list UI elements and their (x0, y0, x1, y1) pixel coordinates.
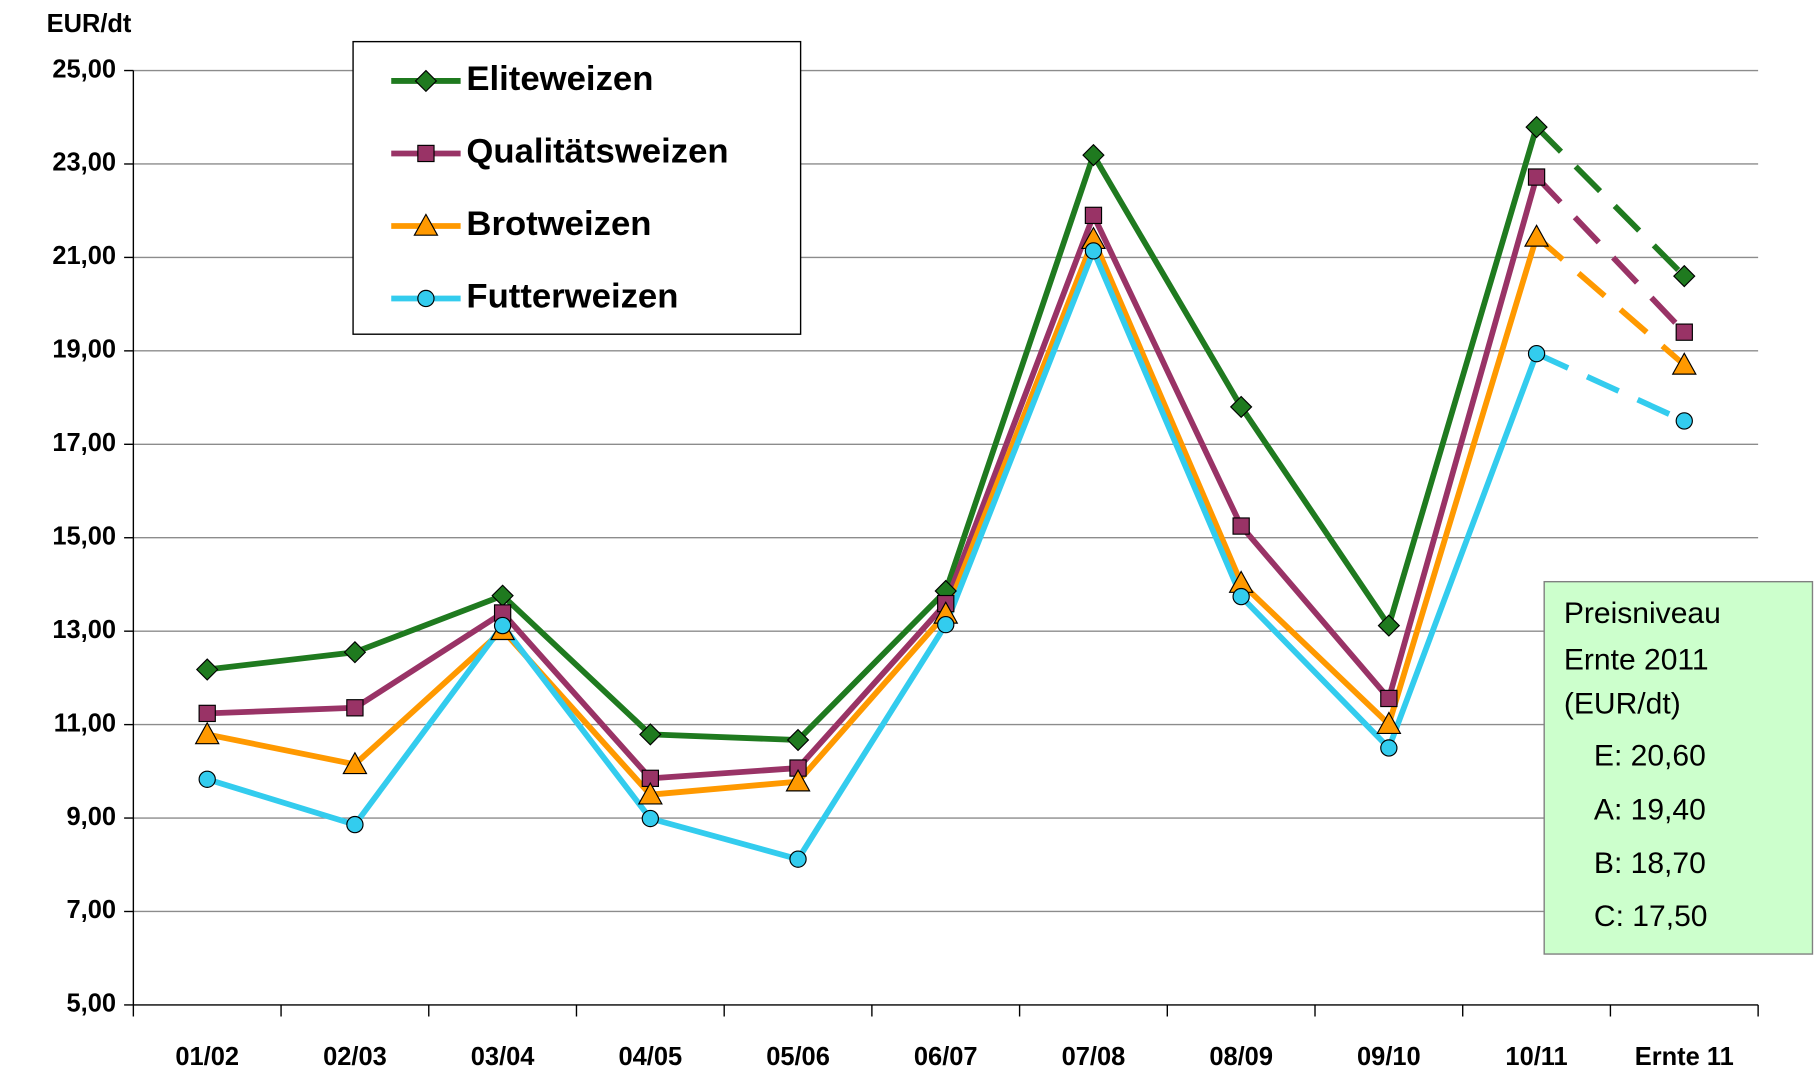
series-line (206, 247, 1540, 863)
y-axis-label: EUR/dt (47, 10, 132, 38)
legend-marker (414, 69, 438, 93)
x-tick-label: 09/10 (1357, 1043, 1421, 1071)
legend-label: Futterweizen (466, 278, 678, 316)
marker (1675, 323, 1693, 341)
annotation-text: A: 19,40 (1594, 794, 1706, 827)
legend-marker (413, 213, 439, 236)
marker (1084, 206, 1103, 225)
annotation-text: Preisniveau (1564, 597, 1721, 630)
series-line (1534, 234, 1687, 368)
marker (1527, 344, 1546, 363)
marker (785, 768, 811, 792)
y-tick-label: 7,00 (66, 896, 116, 924)
marker (1084, 242, 1103, 260)
x-tick-label: 02/03 (323, 1043, 387, 1071)
marker (1229, 395, 1253, 419)
series-line (1534, 175, 1687, 335)
marker (1527, 168, 1546, 186)
annotation-text: E: 20,60 (1594, 739, 1706, 772)
marker (198, 770, 216, 788)
y-tick-label: 19,00 (52, 336, 116, 364)
marker (1675, 412, 1693, 430)
y-tick-label: 21,00 (52, 242, 116, 270)
x-tick-label: Ernte 11 (1635, 1043, 1734, 1071)
marker (346, 815, 364, 834)
marker (198, 704, 216, 723)
y-tick-label: 15,00 (52, 522, 116, 550)
marker (789, 850, 807, 868)
marker (1232, 587, 1250, 606)
annotation-box (1543, 580, 1814, 955)
series-line (1535, 351, 1686, 424)
marker (1376, 711, 1402, 734)
annotation-text: Ernte 2011 (1564, 643, 1709, 676)
annotation-text: (EUR/dt) (1564, 687, 1681, 720)
marker (641, 809, 660, 828)
marker (1380, 689, 1398, 708)
y-tick-label: 11,00 (54, 709, 116, 737)
legend-marker (417, 289, 435, 308)
x-tick-label: 01/02 (175, 1043, 239, 1071)
series-line (1534, 125, 1687, 279)
marker (937, 615, 955, 634)
marker (637, 781, 663, 805)
x-tick-label: 04/05 (618, 1043, 682, 1071)
y-tick-label: 9,00 (66, 803, 116, 831)
series-line (206, 236, 1540, 798)
series-line (207, 176, 1540, 782)
marker (786, 728, 810, 752)
annotation-text: B: 18,70 (1594, 847, 1706, 880)
marker (1671, 352, 1697, 375)
legend-marker (417, 144, 435, 163)
x-tick-label: 10/11 (1505, 1043, 1567, 1071)
marker (493, 616, 512, 635)
series-line (206, 126, 1540, 743)
x-tick-label: 03/04 (471, 1043, 536, 1071)
y-tick-label: 5,00 (66, 990, 116, 1018)
marker (346, 699, 364, 717)
y-tick-label: 13,00 (52, 616, 116, 644)
marker (1673, 264, 1696, 288)
marker (343, 640, 367, 664)
y-tick-label: 25,00 (52, 55, 116, 83)
marker (194, 721, 220, 745)
marker (1082, 143, 1105, 167)
marker (195, 658, 219, 681)
legend-label: Eliteweizen (466, 60, 653, 98)
legend-label: Brotweizen (466, 205, 651, 243)
x-tick-label: 06/07 (914, 1043, 978, 1071)
annotation-text: C: 17,50 (1594, 900, 1708, 933)
x-tick-label: 05/06 (766, 1043, 830, 1071)
y-tick-label: 23,00 (52, 149, 116, 177)
marker (1377, 614, 1401, 637)
marker (639, 723, 662, 746)
marker (1525, 115, 1548, 139)
marker (1232, 517, 1250, 535)
marker (1380, 739, 1398, 757)
y-tick-label: 17,00 (52, 429, 116, 457)
legend-label: Qualitätsweizen (466, 133, 728, 171)
x-tick-label: 08/09 (1209, 1043, 1273, 1071)
x-tick-label: 07/08 (1062, 1043, 1126, 1071)
marker (1524, 224, 1550, 247)
marker (342, 751, 368, 775)
